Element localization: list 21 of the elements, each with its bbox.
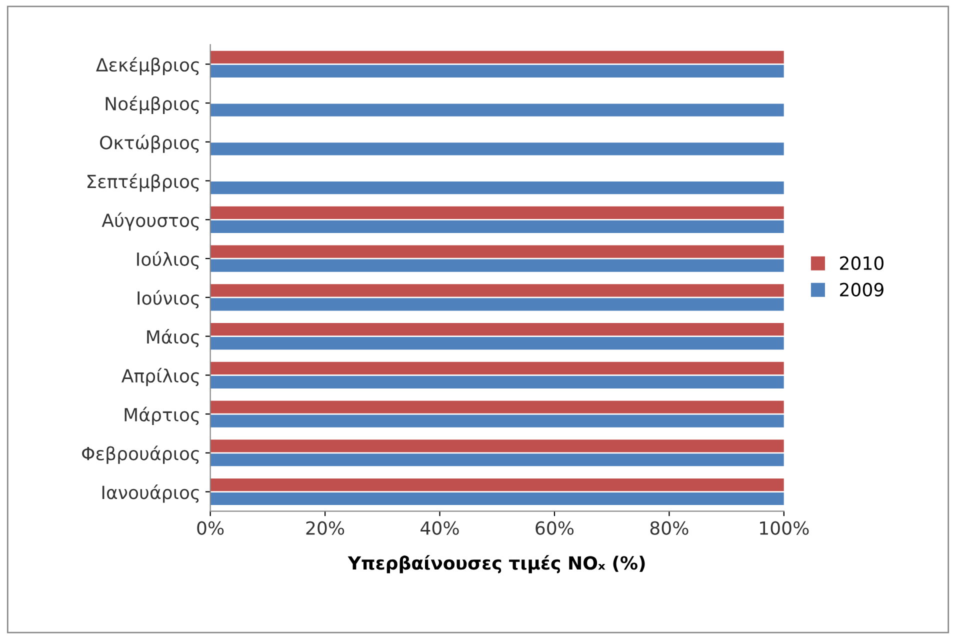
y-tick-label: Μάιος — [147, 329, 199, 348]
y-tick-label: Νοέμβριος — [106, 96, 199, 114]
y-tick-label: Αύγουστος — [102, 212, 199, 231]
x-axis-title: Υπερβαίνουσες τιμές NOₓ (%) — [348, 555, 645, 574]
y-tick-label: Φεβρουάριος — [82, 446, 199, 464]
y-tick-label: Ιούλιος — [137, 251, 199, 270]
x-tick-label: 40% — [420, 521, 459, 535]
legend-label: 2009 — [840, 282, 884, 296]
x-tick-label: 80% — [650, 521, 688, 535]
x-tick-label: 0% — [197, 521, 224, 535]
y-tick-label: Ιούνιος — [138, 290, 199, 308]
x-tick-label: 100% — [760, 521, 809, 535]
y-tick-label: Οκτώβριος — [100, 134, 199, 153]
y-tick-label: Απρίλιος — [122, 368, 199, 386]
legend-label: 2010 — [840, 256, 884, 270]
x-tick-label: 60% — [536, 521, 574, 535]
y-tick-label: Δεκέμβριος — [96, 56, 199, 76]
y-tick-label: Σεπτέμβριος — [87, 174, 199, 192]
x-tick-label: 20% — [306, 521, 344, 535]
y-tick-label: Ιανουάριος — [102, 484, 199, 503]
y-tick-label: Μάρτιος — [124, 406, 199, 426]
